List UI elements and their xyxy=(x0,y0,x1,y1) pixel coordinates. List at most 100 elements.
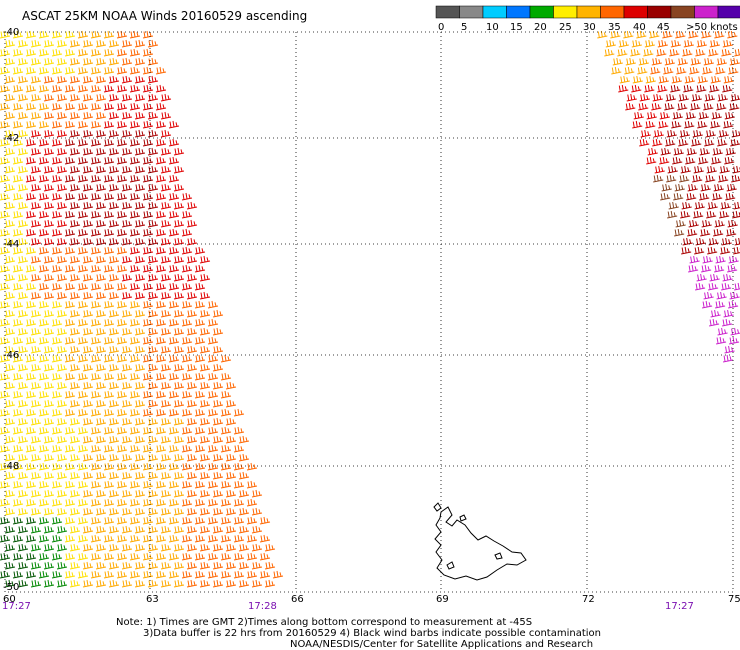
wind-barb xyxy=(17,273,29,282)
wind-barb xyxy=(129,516,141,525)
wind-barb xyxy=(134,471,146,480)
wind-barb xyxy=(90,264,102,273)
wind-barb xyxy=(82,489,94,498)
wind-barb xyxy=(702,255,713,264)
wind-barb xyxy=(656,48,667,57)
wind-barb xyxy=(147,255,159,264)
wind-barb xyxy=(129,48,141,57)
wind-barb xyxy=(69,57,81,66)
wind-barb xyxy=(69,291,81,300)
wind-barb xyxy=(724,111,735,120)
wind-barb xyxy=(43,363,55,372)
wind-barb xyxy=(142,408,154,417)
wind-barb xyxy=(683,39,694,48)
wind-barb xyxy=(155,462,167,471)
wind-barb xyxy=(220,372,232,381)
wind-barb xyxy=(0,228,11,237)
wind-barb xyxy=(4,363,16,372)
wind-barb xyxy=(77,192,89,201)
wind-barb xyxy=(147,471,159,480)
wind-barb xyxy=(64,336,76,345)
wind-barb xyxy=(194,318,206,327)
wind-barb xyxy=(220,534,232,543)
wind-barb xyxy=(38,390,50,399)
wind-barb xyxy=(730,138,740,147)
wind-barb xyxy=(43,507,55,516)
wind-barb xyxy=(160,561,172,570)
wind-barb xyxy=(108,579,120,588)
wind-barb xyxy=(173,309,185,318)
wind-barb xyxy=(95,489,107,498)
wind-barb xyxy=(701,219,712,228)
wind-barb xyxy=(12,498,24,507)
wind-barb xyxy=(121,435,133,444)
wind-barb xyxy=(142,570,154,579)
wind-barb xyxy=(147,525,159,534)
wind-barb xyxy=(4,255,16,264)
wind-barb xyxy=(0,48,11,57)
wind-barb xyxy=(121,543,133,552)
wind-barb xyxy=(77,102,89,111)
wind-barb xyxy=(168,264,180,273)
wind-barb xyxy=(160,435,172,444)
wind-barb xyxy=(25,372,37,381)
legend-label: 20 xyxy=(534,22,547,33)
wind-barb xyxy=(142,516,154,525)
legend-swatch xyxy=(459,5,484,19)
wind-barb xyxy=(147,111,159,120)
wind-barb xyxy=(17,471,29,480)
wind-barb xyxy=(12,30,24,39)
wind-barb xyxy=(17,525,29,534)
wind-barb xyxy=(134,309,146,318)
wind-barb xyxy=(108,129,120,138)
wind-barb xyxy=(56,363,68,372)
wind-barb xyxy=(168,480,180,489)
wind-barb xyxy=(605,39,616,48)
wind-barb xyxy=(82,93,94,102)
wind-barb xyxy=(186,525,198,534)
wind-barb xyxy=(69,363,81,372)
wind-barb xyxy=(134,561,146,570)
wind-barb xyxy=(160,579,172,588)
wind-barb xyxy=(233,534,245,543)
wind-barb xyxy=(64,444,76,453)
wind-barb xyxy=(12,408,24,417)
legend-swatch xyxy=(529,5,554,19)
wind-barb xyxy=(108,525,120,534)
wind-barb xyxy=(259,552,271,561)
wind-barb xyxy=(155,300,167,309)
wind-barb xyxy=(43,399,55,408)
wind-barb xyxy=(246,498,258,507)
wind-barb xyxy=(90,516,102,525)
wind-barb xyxy=(116,552,128,561)
legend-swatch xyxy=(506,5,531,19)
wind-barb xyxy=(729,102,740,111)
wind-barb xyxy=(129,300,141,309)
wind-barb xyxy=(108,309,120,318)
wind-barb xyxy=(225,453,237,462)
wind-barb xyxy=(181,300,193,309)
wind-barb xyxy=(82,147,94,156)
wind-barb xyxy=(688,264,699,273)
wind-barb xyxy=(56,219,68,228)
wind-barb xyxy=(121,147,133,156)
wind-barb xyxy=(43,489,55,498)
lat-lon-grid xyxy=(4,31,734,593)
wind-barb xyxy=(43,561,55,570)
wind-barb xyxy=(17,111,29,120)
wind-barb xyxy=(25,516,37,525)
wind-barb xyxy=(251,561,263,570)
wind-barb xyxy=(220,498,232,507)
wind-barb xyxy=(160,93,172,102)
wind-barb xyxy=(142,552,154,561)
wind-barb xyxy=(4,489,16,498)
wind-barb xyxy=(160,201,172,210)
wind-barb xyxy=(82,75,94,84)
wind-barb xyxy=(220,570,232,579)
wind-barb xyxy=(233,480,245,489)
wind-barb xyxy=(69,147,81,156)
wind-barb xyxy=(632,120,643,129)
wind-barb xyxy=(168,300,180,309)
wind-barb xyxy=(64,372,76,381)
wind-barb xyxy=(733,201,740,210)
